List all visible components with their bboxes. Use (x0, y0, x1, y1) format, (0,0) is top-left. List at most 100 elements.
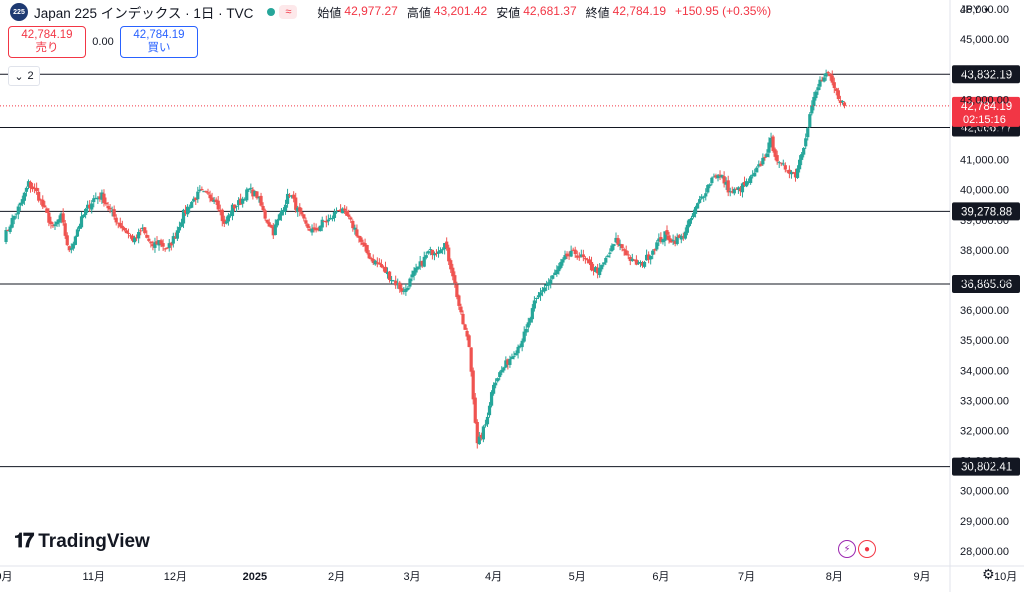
tradingview-mark-icon: 𝟏𝟕 (14, 530, 34, 552)
candle-body (255, 191, 259, 199)
candle-body (357, 235, 361, 238)
y-tick-label: 41,000.00 (960, 155, 1009, 167)
candle-body (39, 199, 43, 201)
sell-button[interactable]: 42,784.19 売り (8, 26, 86, 58)
candle-body (602, 262, 606, 265)
candle-body (196, 191, 200, 200)
indicator-collapse-button[interactable]: ⌄ 2 (8, 66, 40, 86)
candle-body (365, 245, 369, 254)
candle-body (432, 253, 437, 256)
candle-body (392, 280, 396, 282)
candle-body (400, 288, 404, 292)
candle-body (479, 434, 483, 438)
candle-body (408, 278, 412, 287)
close-label: 終値 (585, 5, 610, 20)
candle-body (428, 249, 432, 251)
candle-body (328, 217, 332, 220)
candle-body (467, 335, 471, 348)
horizontal-line-tag (952, 202, 1020, 221)
candle-body (798, 159, 802, 170)
candle-body (312, 227, 316, 229)
candle-body (747, 181, 751, 183)
candle-body (84, 208, 88, 216)
candle-body (302, 214, 306, 219)
candle-body (279, 210, 284, 216)
candle-body (341, 208, 345, 214)
lightning-icon[interactable]: ⚡ (838, 540, 856, 558)
candle-body (596, 267, 600, 274)
candle-body (518, 345, 522, 348)
candle-body (620, 244, 624, 249)
candle-body (249, 187, 253, 189)
candle-body (153, 242, 157, 248)
candle-body (457, 295, 461, 306)
wave-icon[interactable]: ≈ (279, 5, 298, 19)
candle-body (277, 214, 281, 221)
candle-body (300, 212, 304, 215)
candle-body (436, 251, 441, 254)
candle-body (288, 195, 292, 197)
candle-body (502, 367, 506, 371)
candle-body (65, 235, 69, 246)
y-tick-label: 40,000.00 (960, 185, 1009, 197)
candle-body (459, 306, 463, 313)
symbol-title[interactable]: Japan 225 インデックス · 1日 · TVC (34, 6, 254, 21)
currency-selector[interactable]: JPY ▾ (960, 4, 989, 16)
candle-body (320, 219, 324, 228)
buy-label: 買い (147, 42, 171, 54)
candle-body (86, 204, 90, 209)
horizontal-line-tag (952, 65, 1020, 84)
candle-body (283, 204, 288, 212)
candle-body (130, 235, 135, 241)
candle-body (100, 192, 104, 200)
candle-body (418, 261, 422, 267)
candle-body (145, 234, 149, 238)
candle-body (441, 249, 445, 251)
candle-body (222, 219, 226, 224)
candle-body (204, 191, 208, 193)
candle-body (751, 174, 755, 177)
x-tick-label: 8月 (826, 571, 843, 583)
candle-body (190, 202, 194, 208)
candle-body (147, 238, 151, 241)
low-label: 安値 (496, 5, 521, 20)
candle-body (471, 370, 475, 400)
gear-icon[interactable]: ⚙ (982, 566, 995, 582)
candle-body (793, 172, 798, 178)
candle-body (806, 128, 810, 138)
candle-body (547, 282, 551, 286)
candle-body (636, 262, 641, 264)
candle-body (761, 157, 765, 165)
candle-body (453, 275, 457, 284)
candle-body (498, 372, 502, 378)
candle-body (742, 181, 747, 186)
candle-body (379, 264, 383, 268)
candle-body (838, 100, 842, 103)
buy-button[interactable]: 42,784.19 買い (120, 26, 198, 58)
candle-body (57, 219, 61, 223)
tradingview-logo[interactable]: 𝟏𝟕 TradingView (14, 530, 150, 553)
candle-body (4, 230, 8, 243)
symbol-logo-icon[interactable]: 225 (10, 3, 28, 21)
candle-body (181, 209, 186, 224)
candle-body (141, 227, 145, 230)
candle-body (161, 243, 165, 247)
candle-body (98, 196, 102, 199)
market-status-icon[interactable] (267, 8, 276, 16)
candle-body (481, 426, 485, 440)
candle-body (245, 189, 249, 201)
candle-body (630, 258, 634, 262)
candle-body (659, 237, 663, 242)
y-tick-label: 38,000.00 (960, 245, 1009, 257)
candle-body (124, 230, 128, 234)
candle-body (473, 397, 477, 423)
candle-body (281, 209, 286, 213)
horizontal-line-tag (952, 457, 1020, 476)
record-icon[interactable]: ● (858, 540, 876, 558)
candle-body (220, 209, 224, 222)
candle-body (306, 224, 310, 228)
candle-body (226, 215, 230, 222)
candle-body (522, 331, 526, 342)
candle-body (824, 73, 828, 77)
